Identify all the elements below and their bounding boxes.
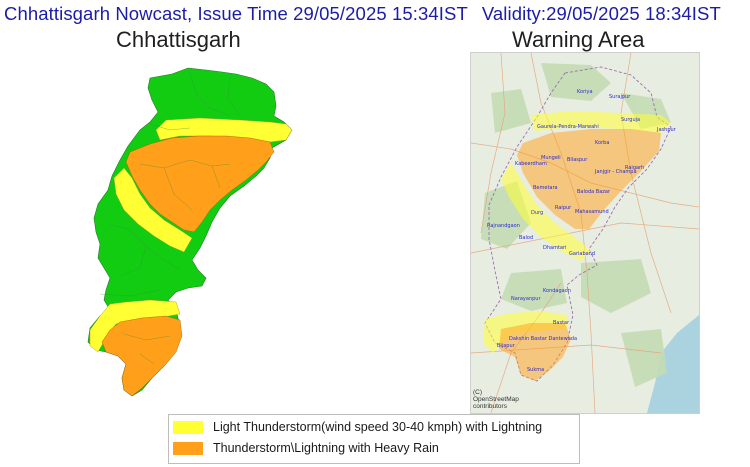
district-label: Durg xyxy=(531,210,544,216)
yellow-band-north xyxy=(155,117,293,143)
district-label: Baloda Bazar xyxy=(577,189,611,195)
legend-label: Light Thunderstorm(wind speed 30-40 kmph… xyxy=(213,420,543,434)
district-label: Narayanpur xyxy=(511,296,541,302)
district-label: Rajnandgaon xyxy=(487,223,520,229)
district-label: Bastar xyxy=(553,320,570,326)
district-label: Surguja xyxy=(621,117,641,123)
validity-text: Validity:29/05/2025 18:34IST xyxy=(481,3,721,24)
orange-region-south xyxy=(101,315,183,397)
osm-attribution-line: contributors xyxy=(473,403,507,410)
osm-attribution-line: (C) xyxy=(473,389,483,396)
district-label: Kondagaon xyxy=(543,288,571,294)
orange-region-central xyxy=(125,135,275,233)
district-label: Mahasamund xyxy=(575,209,609,215)
district-label: Janjgir - Champa xyxy=(595,169,637,175)
district-label: Raigarh xyxy=(625,165,645,171)
district-label: Dhamtari xyxy=(543,245,567,251)
sea-area xyxy=(647,315,699,413)
district-label: Dakshin Bastar Dantewada xyxy=(509,336,578,342)
district-label: Surajpur xyxy=(609,94,631,100)
overlay-orange-central xyxy=(517,129,661,229)
overlay-orange-south xyxy=(499,323,571,381)
state-boundary-line xyxy=(484,66,672,382)
legend-swatch-orange xyxy=(173,441,203,455)
district-label: Kabeerdham xyxy=(515,161,547,167)
district-label: Koriya xyxy=(577,89,593,95)
legend: Light Thunderstorm(wind speed 30-40 kmph… xyxy=(168,414,580,464)
district-label: Gaurela-Pendra-Marwahi xyxy=(537,124,599,130)
left-panel-title: Chhattisgarh xyxy=(116,27,241,52)
right-panel-title: Warning Area xyxy=(512,27,645,52)
legend-label: Thunderstorm\Lightning with Heavy Rain xyxy=(213,441,439,455)
district-label: Raipur xyxy=(555,205,572,211)
basemap-canvas xyxy=(471,53,699,413)
district-label: Jashpur xyxy=(657,127,676,133)
district-label: Sukma xyxy=(527,367,545,373)
nowcast-header: Chhattisgarh Nowcast, Issue Time 29/05/2… xyxy=(4,3,746,25)
overlay-yellow-north xyxy=(531,111,671,133)
district-label: Bijapur xyxy=(497,343,515,349)
warning-area-basemap: Koriya Surajpur Surguja Gaurela-Pendra-M… xyxy=(470,52,700,414)
chhattisgarh-warning-map xyxy=(87,67,293,397)
district-label: Bemetara xyxy=(533,185,558,191)
yellow-band-central xyxy=(113,167,193,253)
legend-item-heavy-rain: Thunderstorm\Lightning with Heavy Rain xyxy=(173,439,439,457)
district-label: Korba xyxy=(595,140,610,146)
overlay-yellow-central xyxy=(501,163,591,261)
district-label: Mungeli xyxy=(541,155,561,161)
district-boundaries xyxy=(99,71,241,365)
district-label: Balod xyxy=(519,235,534,241)
district-label: Gariaband xyxy=(569,251,596,257)
issue-time-text: Chhattisgarh Nowcast, Issue Time 29/05/2… xyxy=(4,3,468,24)
district-label: Bilaspur xyxy=(567,157,588,163)
osm-attribution-line: OpenStreetMap xyxy=(473,396,519,403)
legend-swatch-yellow xyxy=(173,420,203,434)
legend-item-light-thunderstorm: Light Thunderstorm(wind speed 30-40 kmph… xyxy=(173,418,542,436)
